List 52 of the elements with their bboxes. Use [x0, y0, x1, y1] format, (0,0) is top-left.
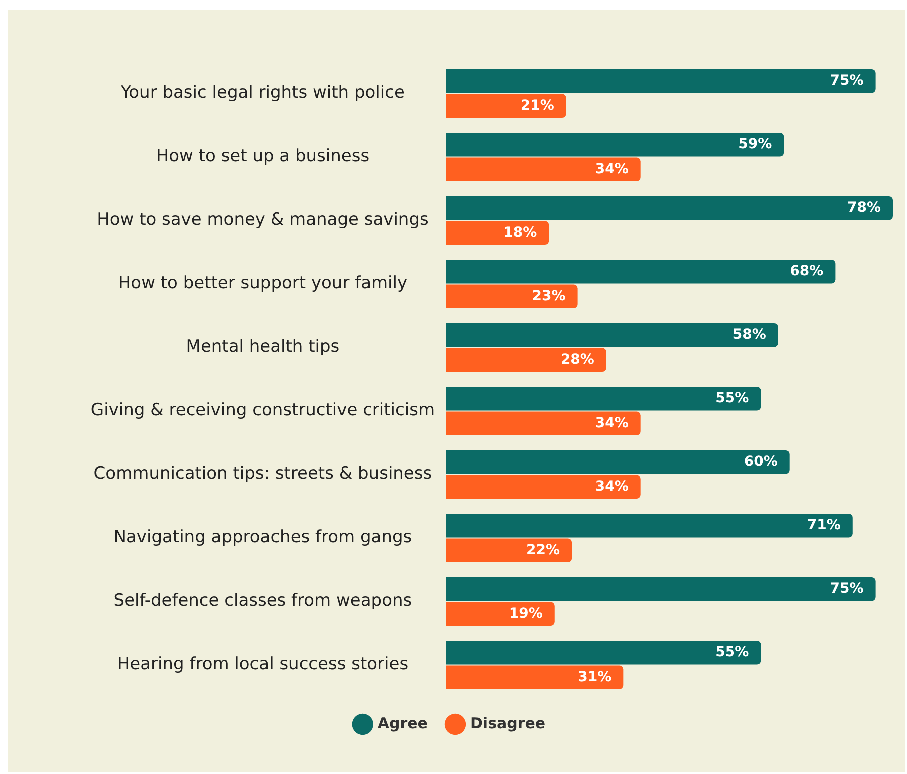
bar: [446, 221, 550, 246]
bar: [446, 514, 853, 538]
data-label: 18%: [504, 224, 538, 241]
y-tick-label: How to better support your family: [118, 274, 408, 294]
data-label: 55%: [716, 390, 750, 407]
y-tick-label: Self-defence classes from weapons: [114, 591, 412, 612]
y-tick-label: How to set up a business: [156, 146, 370, 167]
data-label: 78%: [847, 200, 881, 216]
y-tick-label: Communication tips: streets & business: [94, 464, 432, 484]
bar: [446, 196, 893, 220]
bar: [446, 260, 836, 284]
data-label: 60%: [744, 454, 778, 470]
data-label: 59%: [738, 136, 772, 153]
bar: [446, 538, 572, 563]
data-label: 34%: [595, 478, 629, 495]
bar: [446, 475, 641, 500]
y-tick-label: Hearing from local success stories: [117, 654, 409, 675]
bar: [446, 577, 876, 602]
y-tick-label: How to save money & manage savings: [97, 210, 429, 230]
bar: [446, 602, 555, 626]
bar: [446, 386, 762, 411]
data-label: 22%: [526, 542, 560, 558]
bar: [446, 69, 876, 94]
data-label: 34%: [595, 415, 629, 432]
data-label: 23%: [532, 288, 566, 304]
y-tick-label: Your basic legal rights with police: [120, 83, 405, 104]
bar: [446, 132, 784, 157]
y-tick-label: Mental health tips: [186, 337, 340, 358]
bar: [446, 640, 762, 665]
legend-label: Agree: [378, 714, 428, 732]
y-tick-label: Navigating approaches from gangs: [114, 528, 412, 548]
data-label: 19%: [509, 606, 543, 622]
data-label: 68%: [790, 264, 824, 280]
data-label: 21%: [520, 98, 554, 114]
bar: [446, 666, 624, 690]
data-label: 34%: [595, 161, 629, 178]
y-tick-label: Giving & receiving constructive criticism: [90, 400, 436, 421]
bar: [446, 323, 778, 348]
bar: [446, 94, 566, 118]
bar: [446, 284, 578, 309]
bar: [446, 158, 641, 182]
bar: [446, 450, 790, 474]
bar: [446, 412, 641, 436]
data-label: 75%: [830, 581, 864, 598]
data-label: 75%: [830, 73, 864, 90]
bar: [446, 348, 606, 372]
data-label: 28%: [560, 352, 594, 368]
data-label: 31%: [578, 669, 612, 686]
data-label: 58%: [732, 327, 766, 344]
data-label: 71%: [807, 518, 841, 534]
legend-label: Disagree: [470, 714, 546, 732]
data-label: 55%: [716, 644, 750, 661]
